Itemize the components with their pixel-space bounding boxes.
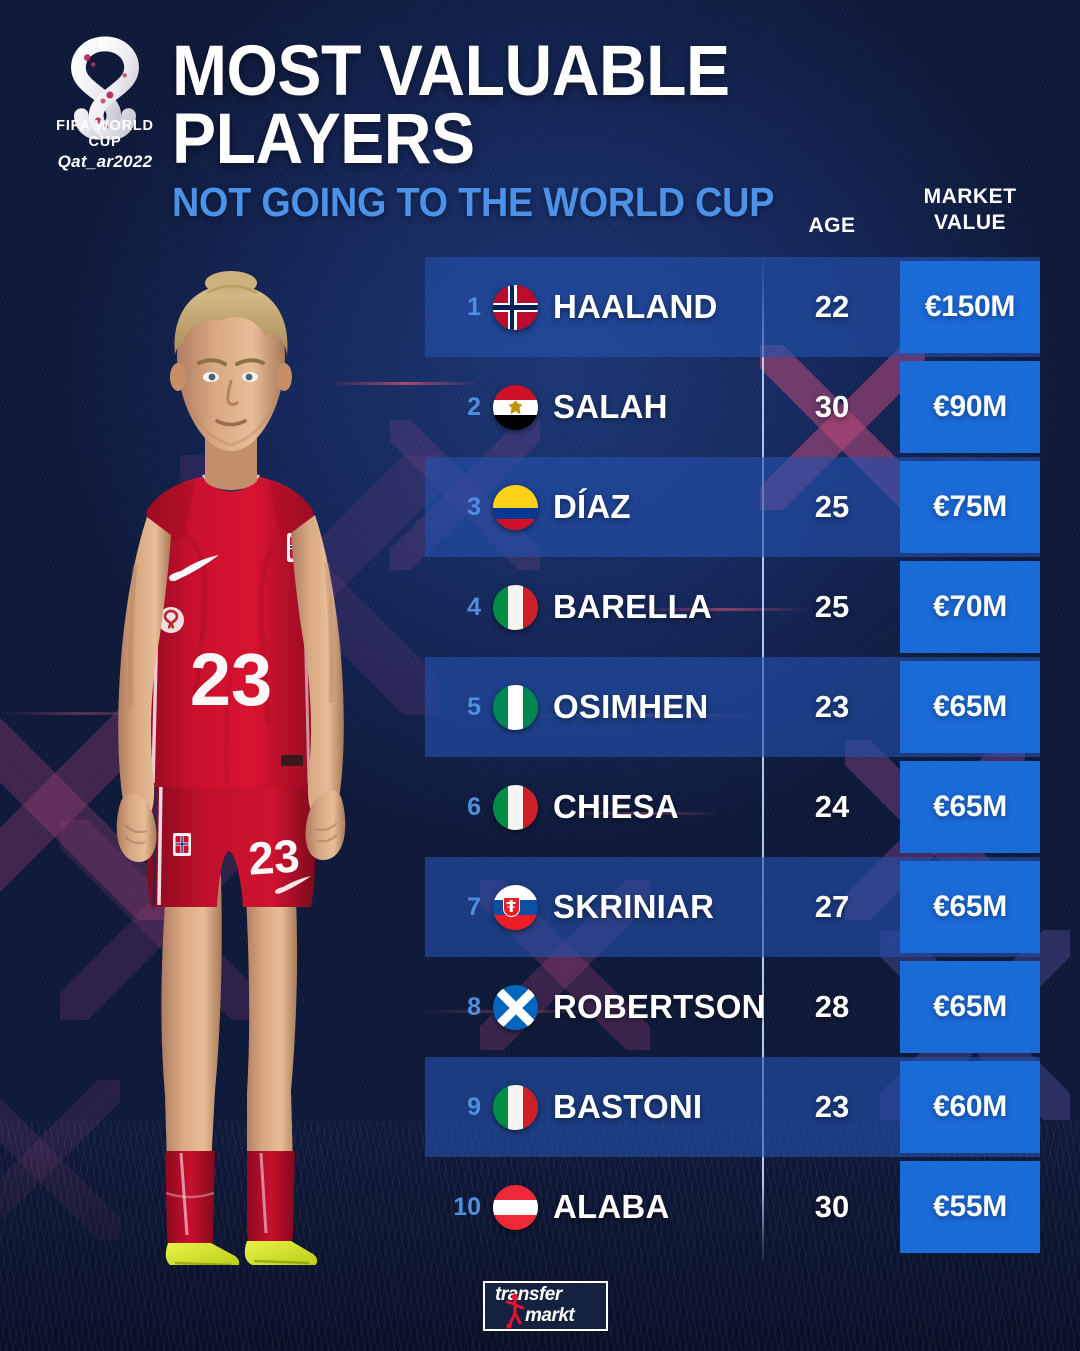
row-player-name: SALAH (553, 388, 668, 425)
table-row[interactable]: 9 BASTONI 23 €60M (425, 1057, 1040, 1157)
table-row[interactable]: 1 HAALAND 22 €150M (425, 257, 1040, 357)
table-row[interactable]: 8 ROBERTSON 28 €65M (425, 957, 1040, 1057)
row-rank: 8 (467, 992, 481, 1021)
row-player-name: SKRINIAR (553, 888, 715, 925)
table-row[interactable]: 5 OSIMHEN 23 €65M (425, 657, 1040, 757)
fifa-world-cup-trophy-icon: FIFA WORLD CUP Qat_ar2022 (40, 36, 170, 176)
row-player-name: HAALAND (553, 288, 718, 325)
row-market-value: €65M (900, 961, 1040, 1053)
table-row[interactable]: 4 BARELLA 25 €70M (425, 557, 1040, 657)
row-age: 23 (814, 1089, 850, 1124)
row-rank: 10 (453, 1192, 481, 1221)
row-age: 30 (814, 1189, 850, 1224)
row-player-name: ROBERTSON (553, 988, 766, 1025)
transfermarkt-logo[interactable]: transfer markt (483, 1281, 608, 1331)
flag-icon-egypt (493, 385, 538, 430)
row-rank: 6 (467, 792, 481, 821)
row-age: 23 (814, 689, 850, 724)
row-rank: 7 (467, 892, 481, 921)
row-player-name: OSIMHEN (553, 688, 709, 725)
fifa-logo-line2: Qat_ar2022 (57, 152, 153, 171)
column-divider (762, 257, 764, 1260)
flag-icon-slovakia (493, 885, 538, 930)
page-subtitle: NOT GOING TO THE WORLD CUP (172, 179, 775, 226)
page-title: MOST VALUABLE PLAYERS (172, 32, 730, 180)
row-age: 27 (814, 889, 850, 924)
title-block: MOST VALUABLE PLAYERS NOT GOING TO THE W… (172, 32, 1052, 226)
row-market-value: €65M (900, 861, 1040, 953)
column-header-age: AGE (808, 214, 856, 237)
row-market-value: €75M (900, 461, 1040, 553)
table-row[interactable]: 2 SALAH 30 €90M (425, 357, 1040, 457)
players-table: 1 HAALAND 22 €150M 2 SALAH 30 €90M 3 DÍAZ 25 €75M 4 B… (425, 257, 1040, 1260)
row-market-value: €65M (900, 761, 1040, 853)
header: FIFA WORLD CUP Qat_ar2022 MOST VALUABLE … (0, 0, 1080, 224)
table-row[interactable]: 6 CHIESA 24 €65M (425, 757, 1040, 857)
row-player-name: BASTONI (553, 1088, 703, 1125)
row-age: 22 (814, 289, 850, 324)
row-market-value: €70M (900, 561, 1040, 653)
row-market-value: €60M (900, 1061, 1040, 1153)
flag-icon-norway (493, 285, 538, 330)
table-row[interactable]: 3 DÍAZ 25 €75M (425, 457, 1040, 557)
row-rank: 3 (467, 492, 481, 521)
column-headers: AGE MARKET VALUE (0, 184, 1080, 250)
flag-icon-colombia (493, 485, 538, 530)
transfermarkt-logo-top: transfer (495, 1284, 562, 1305)
column-header-market-value: MARKET VALUE (900, 184, 1040, 235)
transfermarkt-player-figure-icon (505, 1293, 525, 1329)
fifa-logo-line1: FIFA WORLD CUP (56, 118, 154, 150)
row-age: 28 (814, 989, 850, 1024)
row-rank: 1 (467, 292, 481, 321)
row-market-value: €55M (900, 1161, 1040, 1253)
row-market-value: €150M (900, 261, 1040, 353)
player-photo-haaland: 23 (35, 235, 430, 1269)
row-age: 25 (814, 589, 850, 624)
flag-icon-italy (493, 585, 538, 630)
column-header-market-value-line1: MARKET (923, 185, 1017, 208)
column-header-market-value-line2: VALUE (933, 210, 1007, 234)
row-market-value: €65M (900, 661, 1040, 753)
row-player-name: BARELLA (553, 588, 713, 625)
row-player-name: CHIESA (553, 788, 679, 825)
table-row[interactable]: 7 SKRINIAR 27 €65M (425, 857, 1040, 957)
svg-text:23: 23 (190, 638, 272, 721)
flag-icon-nigeria (493, 685, 538, 730)
row-rank: 4 (467, 592, 481, 621)
row-rank: 9 (467, 1092, 481, 1121)
flag-icon-austria (493, 1185, 538, 1230)
flag-icon-scotland (493, 985, 538, 1030)
row-player-name: ALABA (553, 1188, 670, 1225)
transfermarkt-logo-bottom: markt (525, 1305, 575, 1326)
row-market-value: €90M (900, 361, 1040, 453)
row-age: 30 (814, 389, 850, 424)
table-row[interactable]: 10 ALABA 30 €55M (425, 1157, 1040, 1257)
row-rank: 2 (467, 392, 481, 421)
row-age: 24 (814, 789, 850, 824)
row-rank: 5 (467, 692, 481, 721)
row-player-name: DÍAZ (553, 488, 631, 525)
row-age: 25 (814, 489, 850, 524)
flag-icon-italy (493, 785, 538, 830)
flag-icon-italy (493, 1085, 538, 1130)
svg-text:23: 23 (247, 829, 302, 884)
